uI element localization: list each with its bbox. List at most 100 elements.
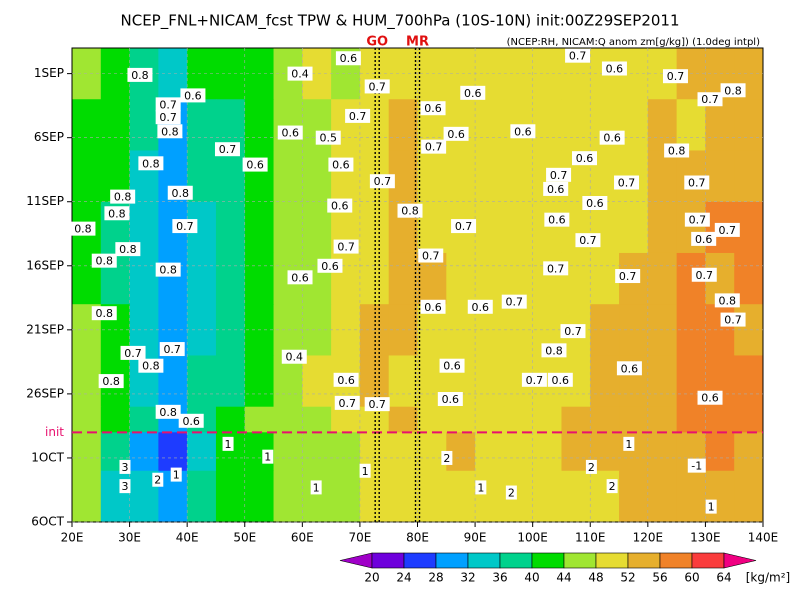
contour-label: 0.8: [159, 406, 177, 419]
field-cell: [331, 406, 361, 433]
contour-label-box: [172, 219, 198, 234]
colorbar-cap: [723, 552, 757, 569]
contour-label-box: [705, 499, 717, 514]
field-cell: [734, 99, 764, 151]
contour-label: 0.8: [131, 69, 149, 82]
field-cell: [302, 470, 332, 523]
field-cell: [503, 432, 534, 472]
colorbar-swatch: [563, 552, 597, 569]
field-cell: [561, 99, 591, 151]
contour-label-box: [159, 342, 185, 357]
contour-label-box: [420, 101, 446, 116]
contour-label: 0.7: [696, 269, 714, 282]
field-cell: [734, 406, 764, 433]
init-label: init: [45, 425, 64, 439]
contour-label: 1: [625, 438, 632, 451]
contour-label: 0.8: [668, 144, 686, 157]
contour-label: 0.8: [545, 344, 563, 357]
contour-label-box: [138, 156, 164, 171]
contour-label-box: [691, 231, 717, 246]
contour-label: 0.4: [291, 68, 309, 81]
field-cell: [129, 406, 159, 433]
field-cell: [705, 470, 735, 523]
field-cell: [273, 470, 303, 523]
colorbar-swatch: [595, 552, 629, 569]
contour-label-box: [451, 219, 477, 234]
field-cell: [475, 406, 505, 433]
contour-label: 0.7: [374, 175, 392, 188]
y-tick-label: 16SEP: [26, 258, 64, 272]
contour-label: 0.6: [424, 102, 442, 115]
contour-label-box: [684, 212, 710, 227]
contour-label: 0.6: [606, 62, 624, 75]
contour-label-box: [310, 480, 322, 495]
contour-label-box: [287, 270, 313, 285]
contour-label-box: [510, 124, 536, 139]
field-cell: [561, 252, 591, 305]
contour-label: 0.8: [142, 157, 160, 170]
contour-label-box: [335, 51, 361, 66]
colorbar-label: 48: [588, 571, 603, 585]
overlay-layer: 20E 30E 40E 50E 60E 70E 80E 90E 100E 110E 120E 130E…: [26, 35, 790, 585]
contour-label-box: [565, 48, 591, 63]
contour-label: 0.7: [526, 374, 544, 387]
contour-label-box: [720, 83, 746, 98]
colorbar-swatch: [627, 552, 661, 569]
contour-label: 0.8: [401, 205, 419, 218]
contour-label-box: [333, 239, 359, 254]
contour-label: 2: [508, 487, 515, 500]
contour-label-box: [441, 450, 453, 465]
contour-label: 0.6: [340, 52, 358, 65]
field-cell: [158, 432, 188, 472]
field-cell: [244, 470, 275, 523]
colorbar-label: 32: [460, 571, 475, 585]
contour-label-box: [714, 293, 740, 308]
contour-label: 0.6: [472, 301, 490, 314]
contour-label-box: [345, 108, 371, 123]
field-cell: [532, 252, 562, 305]
contour-label: 0.7: [163, 343, 181, 356]
colorbar-label: 64: [716, 571, 731, 585]
contour-label-box: [180, 88, 206, 103]
field-cell: [705, 99, 735, 151]
contour-label-box: [541, 343, 567, 358]
contour-label-box: [475, 480, 487, 495]
contour-label-box: [155, 262, 181, 277]
contour-label: 1: [264, 451, 271, 464]
field-cell: [503, 201, 534, 254]
contour-label: 0.7: [667, 70, 685, 83]
field-cell: [244, 406, 275, 433]
contour-label: 0.6: [514, 125, 532, 138]
contour-label: 0.4: [286, 351, 304, 364]
contour-label: 0.6: [442, 393, 460, 406]
contour-label-box: [443, 126, 469, 141]
contour-label-box: [614, 175, 640, 190]
field-cell: [72, 99, 102, 151]
field-cell: [647, 355, 678, 408]
contour-label: 0.7: [159, 98, 177, 111]
contour-label: 0.6: [182, 415, 200, 428]
contour-label: 0.6: [548, 214, 566, 227]
field-cell: [734, 150, 764, 203]
contour-label-box: [222, 436, 234, 451]
field-cell: [647, 252, 678, 305]
field-cell: [647, 150, 678, 203]
contour-label-box: [571, 151, 597, 166]
field-cell: [417, 470, 447, 523]
contour-label-box: [155, 404, 181, 419]
field-cell: [187, 470, 217, 523]
contour-label: 0.8: [119, 243, 137, 256]
contour-label: 3: [121, 480, 128, 493]
contour-label-box: [720, 312, 746, 327]
contour-label-box: [364, 397, 390, 412]
contour-label: 0.7: [689, 214, 707, 227]
contour-label-box: [599, 130, 625, 145]
contour-label: 0.5: [319, 132, 337, 145]
contour-label: 0.8: [142, 360, 160, 373]
contour-label-box: [104, 206, 130, 221]
contour-label-box: [119, 459, 131, 474]
field-cell: [619, 201, 649, 254]
contour-label-box: [138, 358, 164, 373]
field-cell: [590, 252, 620, 305]
